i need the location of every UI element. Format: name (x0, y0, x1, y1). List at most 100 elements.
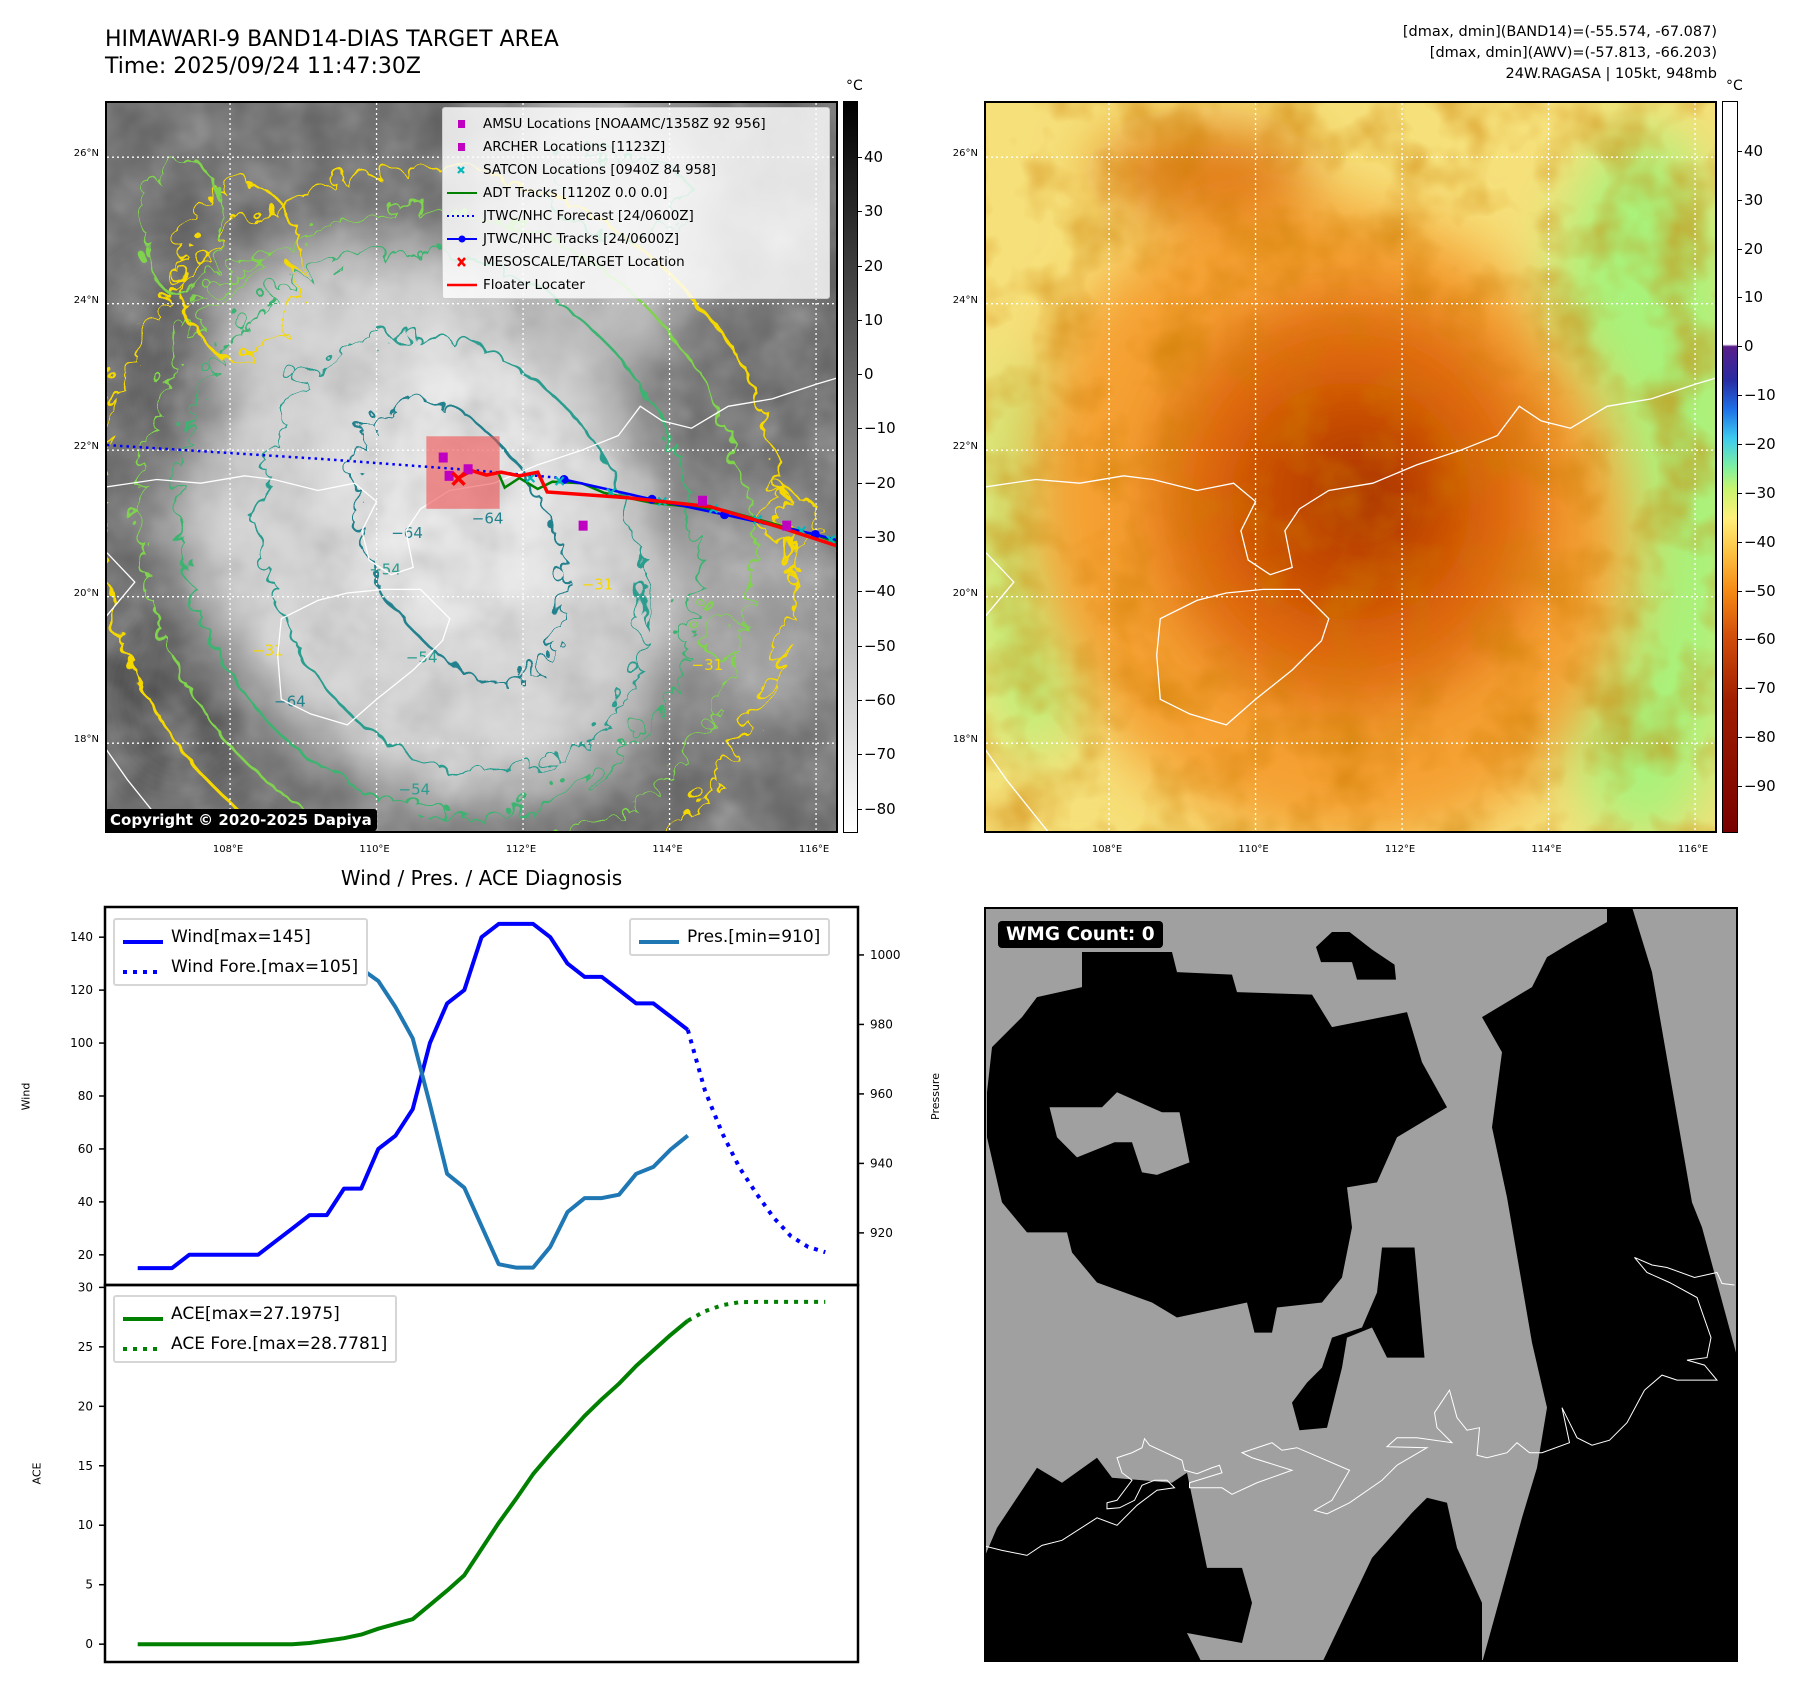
ace-plot: 0 5 10 15 20 25 30 (78, 1280, 860, 1664)
y-tick-label: 0 (85, 1637, 93, 1651)
colorbar-grayscale (843, 101, 858, 833)
lon-tick-label: 114°E (1531, 844, 1562, 855)
colorbar-tick (1738, 688, 1742, 690)
lat-tick-label: 18°N (952, 734, 978, 746)
legend-ace: ACE[max=27.1975] (115, 1299, 395, 1329)
y-tick-label: 30 (78, 1280, 93, 1294)
lon-tick-label: 110°E (1238, 844, 1269, 855)
y-tick-label: 100 (70, 1036, 93, 1050)
y-tick-label: 120 (70, 983, 93, 997)
y-right-tick-label: 1000 (870, 948, 901, 962)
colorbar-tick-label: −10 (1744, 386, 1776, 405)
legend-item-archer: ARCHER Locations [1123Z] (443, 135, 829, 158)
legend-item-jtwc-tracks: JTWC/NHC Tracks [24/0600Z] (443, 227, 829, 250)
colorbar-tick-label: −50 (864, 636, 896, 655)
coastlines (107, 377, 836, 831)
legend-item-jtwc-forecast: JTWC/NHC Forecast [24/0600Z] (443, 204, 829, 227)
red-x-icon (457, 256, 466, 267)
series-line-ace-fore (686, 1299, 826, 1323)
series-line-wind-fore (685, 1029, 826, 1255)
ace-axis-label: ACE (30, 1462, 44, 1485)
series-line-wind (137, 921, 690, 1271)
lat-tick-label: 24°N (952, 294, 978, 306)
y-right-tick-label: 980 (870, 1017, 893, 1031)
colorbar-tick (1738, 639, 1742, 641)
contour-line (687, 604, 740, 648)
wmg-region (987, 952, 1447, 1333)
colorbar-tick-label: 20 (864, 256, 884, 275)
colorbar-tick (1738, 590, 1742, 592)
colorbar-tick (1738, 248, 1742, 250)
coastline-hainan (1156, 588, 1330, 726)
wmg-region (1316, 932, 1396, 980)
figure-title: HIMAWARI-9 BAND14-DIAS TARGET AREA Time: … (105, 26, 559, 80)
coastline (986, 377, 1715, 576)
contour-line (249, 324, 636, 767)
colorbar-tick (1738, 444, 1742, 446)
colorbar-tick-label: −80 (864, 799, 896, 818)
colorbar-tick-label: −30 (1744, 483, 1776, 502)
legend-item-adt: ADT Tracks [1120Z 0.0 0.0] (443, 181, 829, 204)
coastline-vietnam (107, 552, 170, 831)
colorbar-tick-label: 10 (864, 310, 884, 329)
legend-pressure: Pres.[min=910] (631, 922, 828, 952)
amsu-archer-marker (444, 470, 454, 481)
colorbar-tick-label: −50 (1744, 581, 1776, 600)
colorbar-tick (1738, 199, 1742, 201)
colorbar-tick-label: 30 (864, 202, 884, 221)
lat-tick-label: 22°N (952, 441, 978, 453)
colorbar-tick (1738, 297, 1742, 299)
lon-tick-label: 116°E (1677, 844, 1709, 855)
y-tick-label: 5 (85, 1578, 93, 1592)
contour-line (107, 158, 784, 831)
diagnosis-title: Wind / Pres. / ACE Diagnosis (340, 866, 623, 890)
legend-ace-forecast: ACE Fore.[max=28.7781] (115, 1329, 395, 1359)
blue-line-icon (123, 940, 163, 944)
wind-axis-label: Wind (19, 1082, 33, 1111)
title-time: Time: 2025/09/24 11:47:30Z (105, 54, 421, 79)
awv-dmax-dmin: [dmax, dmin](AWV)=(-57.813, -66.203) (1429, 45, 1717, 61)
y-tick-label: 25 (78, 1340, 93, 1354)
colorbar-tick (1738, 541, 1742, 543)
y-right-tick-label: 920 (870, 1226, 893, 1240)
colorbar-tick-label: −20 (864, 473, 896, 492)
wmg-count-badge: WMG Count: 0 (998, 921, 1163, 948)
lon-tick-label: 108°E (1091, 844, 1123, 855)
colorbar-tick (858, 374, 862, 376)
title-line-1: HIMAWARI-9 BAND14-DIAS TARGET AREA (105, 27, 559, 52)
colorbar-tick (1738, 346, 1742, 348)
wmg-panel (984, 907, 1738, 1662)
contour-line (130, 144, 213, 288)
colorbar-tick (1738, 492, 1742, 494)
colorbar-tick-label: 40 (1744, 141, 1764, 160)
legend-item-floater: Floater Locater (443, 273, 829, 296)
coastline (107, 377, 836, 576)
colorbar-tick-label: −70 (1744, 679, 1776, 698)
magenta-square-icon (458, 142, 465, 151)
wmg-region (1482, 909, 1736, 1660)
colorbar-tick-label: 20 (1744, 239, 1764, 258)
contour-label: −31 (582, 575, 614, 593)
band14-dmax-dmin: [dmax, dmin](BAND14)=(-55.574, -67.087) (1402, 24, 1717, 40)
y-tick-label: 15 (78, 1459, 93, 1473)
colorbar-tick-label: −30 (864, 528, 896, 547)
target-location-marker (451, 471, 466, 487)
awv-texture (986, 103, 1715, 831)
wmg-region (986, 1457, 1252, 1660)
lon-tick-label: 112°E (1384, 844, 1416, 855)
lat-tick-label: 22°N (73, 441, 99, 453)
lat-tick-label: 26°N (73, 148, 99, 160)
pressure-legend: Pres.[min=910] (629, 918, 831, 956)
contour-line (748, 482, 811, 536)
wmg-mask (986, 909, 1736, 1660)
legend-item-satcon: SATCON Locations [0940Z 84 958] (443, 158, 829, 181)
awv-imagery (986, 103, 1715, 831)
colorbar-tick-label: 30 (1744, 190, 1764, 209)
amsu-archer-marker (782, 520, 792, 531)
colorbar-tick (858, 645, 862, 647)
colorbar-tick (1738, 395, 1742, 397)
amsu-archer-marker (438, 452, 448, 463)
ace-legend: ACE[max=27.1975] ACE Fore.[max=28.7781] (113, 1295, 398, 1363)
green-line-icon (123, 1317, 163, 1321)
colorbar-temperature (1722, 101, 1738, 833)
